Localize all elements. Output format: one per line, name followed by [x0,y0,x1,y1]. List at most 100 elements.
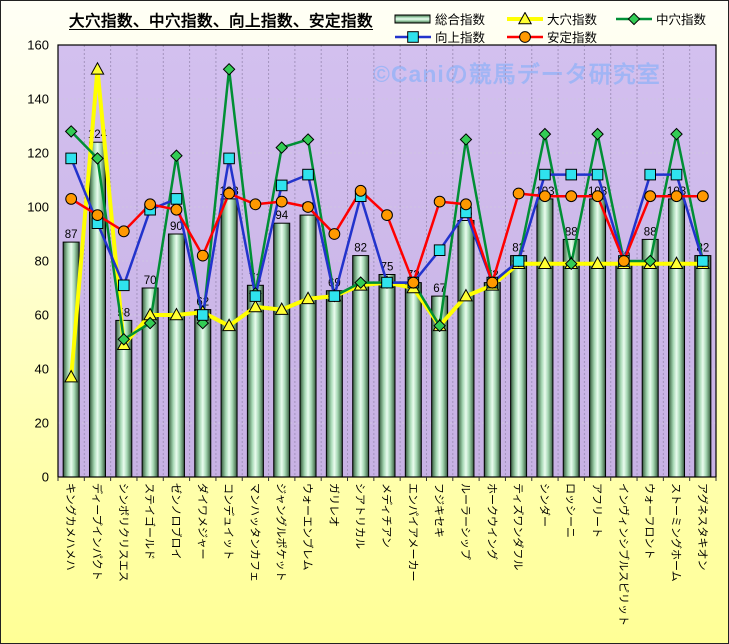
legend-square-glyph [407,30,419,43]
向上指数-square-marker [644,168,657,181]
大穴指数-triangle-marker [222,318,237,332]
大穴指数-triangle-marker [537,256,552,269]
x-axis-category-label: フジキセキ [433,483,446,538]
向上指数-square-marker [591,168,604,181]
legend-item-ooana: 大穴指数 [506,9,597,28]
安定指数-circle-marker [486,276,499,289]
legend-item-antei: 安定指数 [506,27,597,46]
大穴指数-triangle-marker [169,307,184,321]
安定指数-circle-marker [117,225,130,238]
bar-22 [641,238,659,478]
y-axis-tick-label: 0 [42,470,49,485]
向上指数-square-marker [381,276,393,289]
square-line-swatch-icon [394,30,432,44]
安定指数-circle-marker [670,190,683,203]
bar-value-label: 94 [275,210,288,222]
triangle-line-swatch-icon [506,10,544,26]
x-axis-category-label: シンダー [538,483,552,527]
安定指数-circle-marker [407,276,420,289]
y-axis-tick-label: 100 [27,200,49,215]
安定指数-circle-marker [196,249,209,262]
安定指数-circle-marker [381,209,393,222]
bar-8 [273,222,291,478]
安定指数-circle-marker [433,195,446,208]
legend-bar-glyph [394,14,431,23]
x-axis-category-label: エンパイアメーカー [406,483,419,581]
legend-diamond-glyph [627,12,641,25]
安定指数-circle-marker [696,190,709,203]
大穴指数-triangle-marker [590,256,605,269]
安定指数-circle-marker [302,201,314,213]
中穴指数-diamond-marker [538,127,552,141]
中穴指数-diamond-marker [143,316,157,330]
向上指数-square-marker [512,255,525,267]
向上指数-square-marker [302,168,314,181]
中穴指数-diamond-marker [564,257,578,271]
中穴指数-diamond-marker [275,141,289,154]
x-axis-category-label: メディチアン [380,483,394,548]
x-axis-category-label: ホークウイング [485,483,499,560]
中穴指数-diamond-marker [670,127,683,141]
中穴指数-diamond-marker [591,127,604,141]
大穴指数-triangle-marker [458,288,474,302]
中穴指数-diamond-marker [222,62,236,76]
legend-circle-glyph [519,30,531,43]
大穴指数-triangle-marker [64,369,79,383]
安定指数-circle-marker [539,190,551,203]
x-axis-category-label: ロッシーニ [564,483,576,538]
legend-label: 大穴指数 [547,13,598,27]
中穴指数-diamond-marker [91,152,104,165]
legend-item-koujou: 向上指数 [394,27,485,46]
legend-label: 中穴指数 [656,13,707,27]
bar-9 [299,214,317,478]
向上指数-square-marker [275,179,288,192]
bar-24 [694,255,712,478]
bar-18 [536,198,554,478]
x-axis-category-label: コンデュイット [222,483,236,560]
安定指数-circle-marker [617,255,630,267]
安定指数-circle-marker [354,184,367,197]
中穴指数-diamond-marker [196,316,210,330]
x-axis-category-label: キングカメハメハ [64,483,78,571]
安定指数-circle-marker [460,198,472,211]
大穴指数-triangle-marker [274,302,289,315]
向上指数-square-marker [196,309,209,321]
安定指数-circle-marker [249,198,262,211]
向上指数-square-marker [539,168,551,181]
bar-16 [483,282,501,478]
安定指数-circle-marker [328,228,341,240]
bar-15 [457,220,475,478]
diamond-line-swatch-icon [615,12,653,26]
安定指数-circle-marker [223,187,235,200]
安定指数-circle-marker [591,190,604,203]
中穴指数-diamond-marker [64,125,78,138]
安定指数-circle-marker [644,190,657,203]
x-axis-category-label: ダイワメジャー [196,483,210,559]
向上指数-square-marker [170,193,183,205]
y-axis-tick-label: 40 [35,362,49,377]
中穴指数-diamond-marker [301,133,315,146]
向上指数-square-marker [697,255,709,267]
bar-19 [562,238,580,478]
bar-13 [404,282,422,478]
安定指数-circle-marker [144,198,157,211]
bar-21 [615,263,633,478]
向上指数-square-marker [223,152,235,165]
中穴指数-diamond-marker [117,332,131,346]
x-axis-category-label: マンハッタンカフェ [248,483,261,582]
大穴指数-triangle-marker [300,291,316,305]
向上指数-square-marker [65,152,77,165]
legend-label: 安定指数 [547,31,598,45]
向上指数-square-marker [249,290,262,302]
安定指数-circle-marker [565,190,578,203]
bar-value-label: 88 [644,226,657,238]
x-axis-category-label: ウォーエンブレム [301,483,315,570]
chart-title: 大穴指数、中穴指数、向上指数、安定指数 [69,13,374,30]
bar-value-label: 88 [565,226,578,238]
x-axis-category-label: ガリレオ [327,483,340,527]
bar-6 [220,198,238,478]
向上指数-square-marker [118,279,130,292]
安定指数-circle-marker [275,195,288,208]
